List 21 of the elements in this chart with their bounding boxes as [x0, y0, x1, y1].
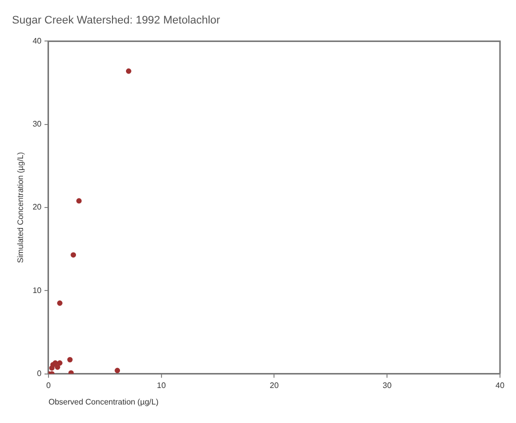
- point: [76, 198, 82, 204]
- x-tick-label: 10: [156, 380, 166, 390]
- y-axis-title: Simulated Concentration (µg/L): [16, 152, 26, 263]
- y-tick-label: 40: [32, 36, 42, 46]
- x-tick-label: 20: [270, 380, 280, 390]
- point: [54, 364, 60, 370]
- point: [57, 360, 62, 366]
- point: [57, 300, 62, 306]
- x-tick-label: 40: [496, 380, 505, 390]
- point: [114, 368, 120, 374]
- point: [126, 68, 132, 74]
- y-tick-label: 0: [37, 369, 42, 378]
- x-tick-label: 0: [46, 380, 52, 390]
- chart-title: Sugar Creek Watershed: 1992 Metolachlor: [12, 14, 220, 27]
- y-tick-label: 20: [32, 202, 42, 212]
- point: [67, 356, 73, 362]
- x-tick-label: 30: [382, 380, 392, 390]
- y-tick-label: 30: [32, 120, 42, 129]
- x-axis-title: Observed Concentration (µg/L): [48, 397, 159, 406]
- y-tick-label: 10: [32, 286, 42, 295]
- point: [70, 252, 76, 258]
